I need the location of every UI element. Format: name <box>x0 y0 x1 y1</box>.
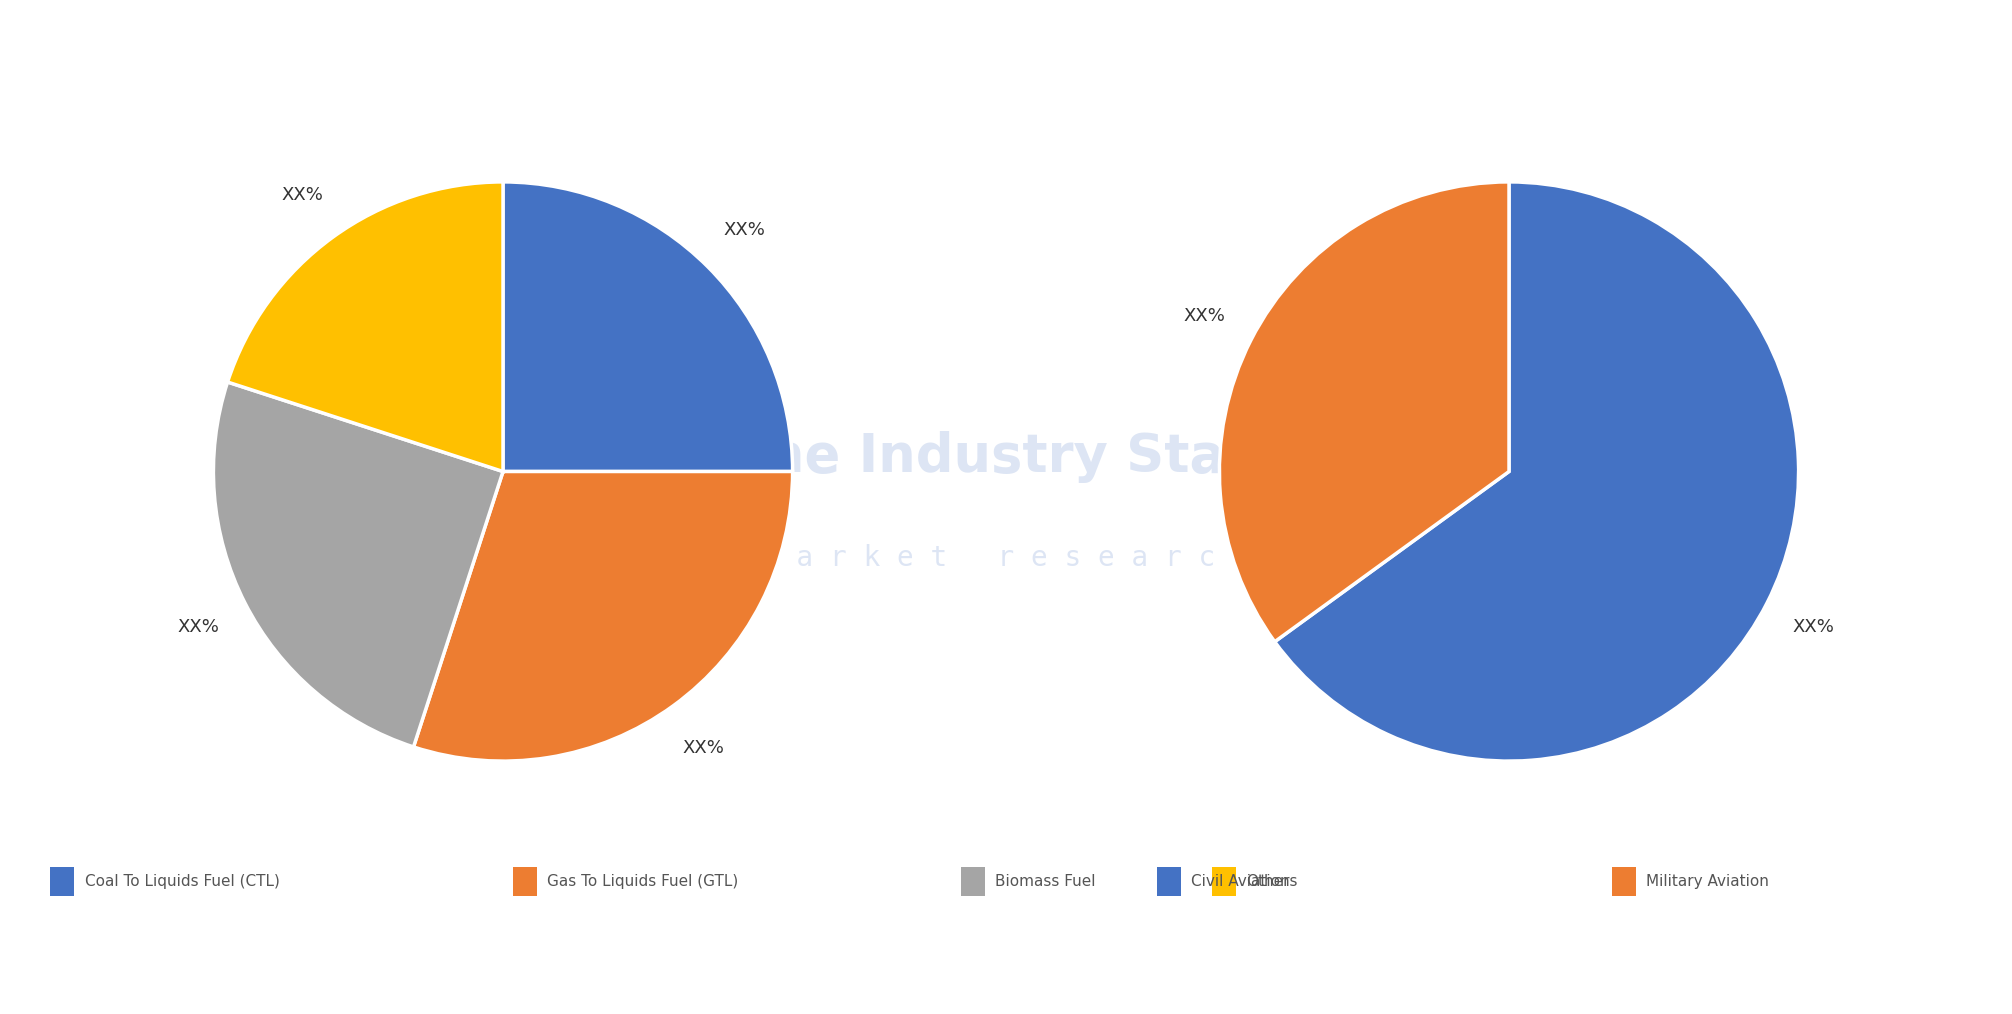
Wedge shape <box>1219 182 1509 642</box>
Wedge shape <box>213 382 503 747</box>
FancyBboxPatch shape <box>1612 867 1636 896</box>
FancyBboxPatch shape <box>1211 867 1235 896</box>
Text: XX%: XX% <box>177 618 219 636</box>
FancyBboxPatch shape <box>50 867 74 896</box>
Wedge shape <box>414 472 793 762</box>
Text: Biomass Fuel: Biomass Fuel <box>994 874 1095 889</box>
Wedge shape <box>1276 182 1799 762</box>
Text: m a r k e t   r e s e a r c h: m a r k e t r e s e a r c h <box>763 545 1249 572</box>
Text: Others: Others <box>1247 874 1298 889</box>
Text: XX%: XX% <box>1793 618 1835 636</box>
Text: XX%: XX% <box>682 739 724 757</box>
Text: XX%: XX% <box>1183 307 1225 325</box>
Text: Coal To Liquids Fuel (CTL): Coal To Liquids Fuel (CTL) <box>85 874 280 889</box>
Text: XX%: XX% <box>282 186 324 204</box>
Text: Website: www.theindustrystats.com: Website: www.theindustrystats.com <box>1408 965 1748 983</box>
Wedge shape <box>227 182 503 472</box>
Wedge shape <box>503 182 793 472</box>
Text: Fig. Global Aviation Alternative Fuel Market Share by Product Types & Applicatio: Fig. Global Aviation Alternative Fuel Ma… <box>24 39 1245 65</box>
FancyBboxPatch shape <box>513 867 537 896</box>
Text: Source: Theindustrystats Analysis: Source: Theindustrystats Analysis <box>24 965 344 983</box>
Text: Civil Aviation: Civil Aviation <box>1191 874 1290 889</box>
Text: Email: sales@theindustrystats.com: Email: sales@theindustrystats.com <box>704 965 1034 983</box>
FancyBboxPatch shape <box>960 867 984 896</box>
FancyBboxPatch shape <box>1157 867 1181 896</box>
Text: The Industry Stats: The Industry Stats <box>730 431 1282 483</box>
Text: Gas To Liquids Fuel (GTL): Gas To Liquids Fuel (GTL) <box>547 874 738 889</box>
Text: XX%: XX% <box>724 221 767 239</box>
Text: Military Aviation: Military Aviation <box>1646 874 1769 889</box>
